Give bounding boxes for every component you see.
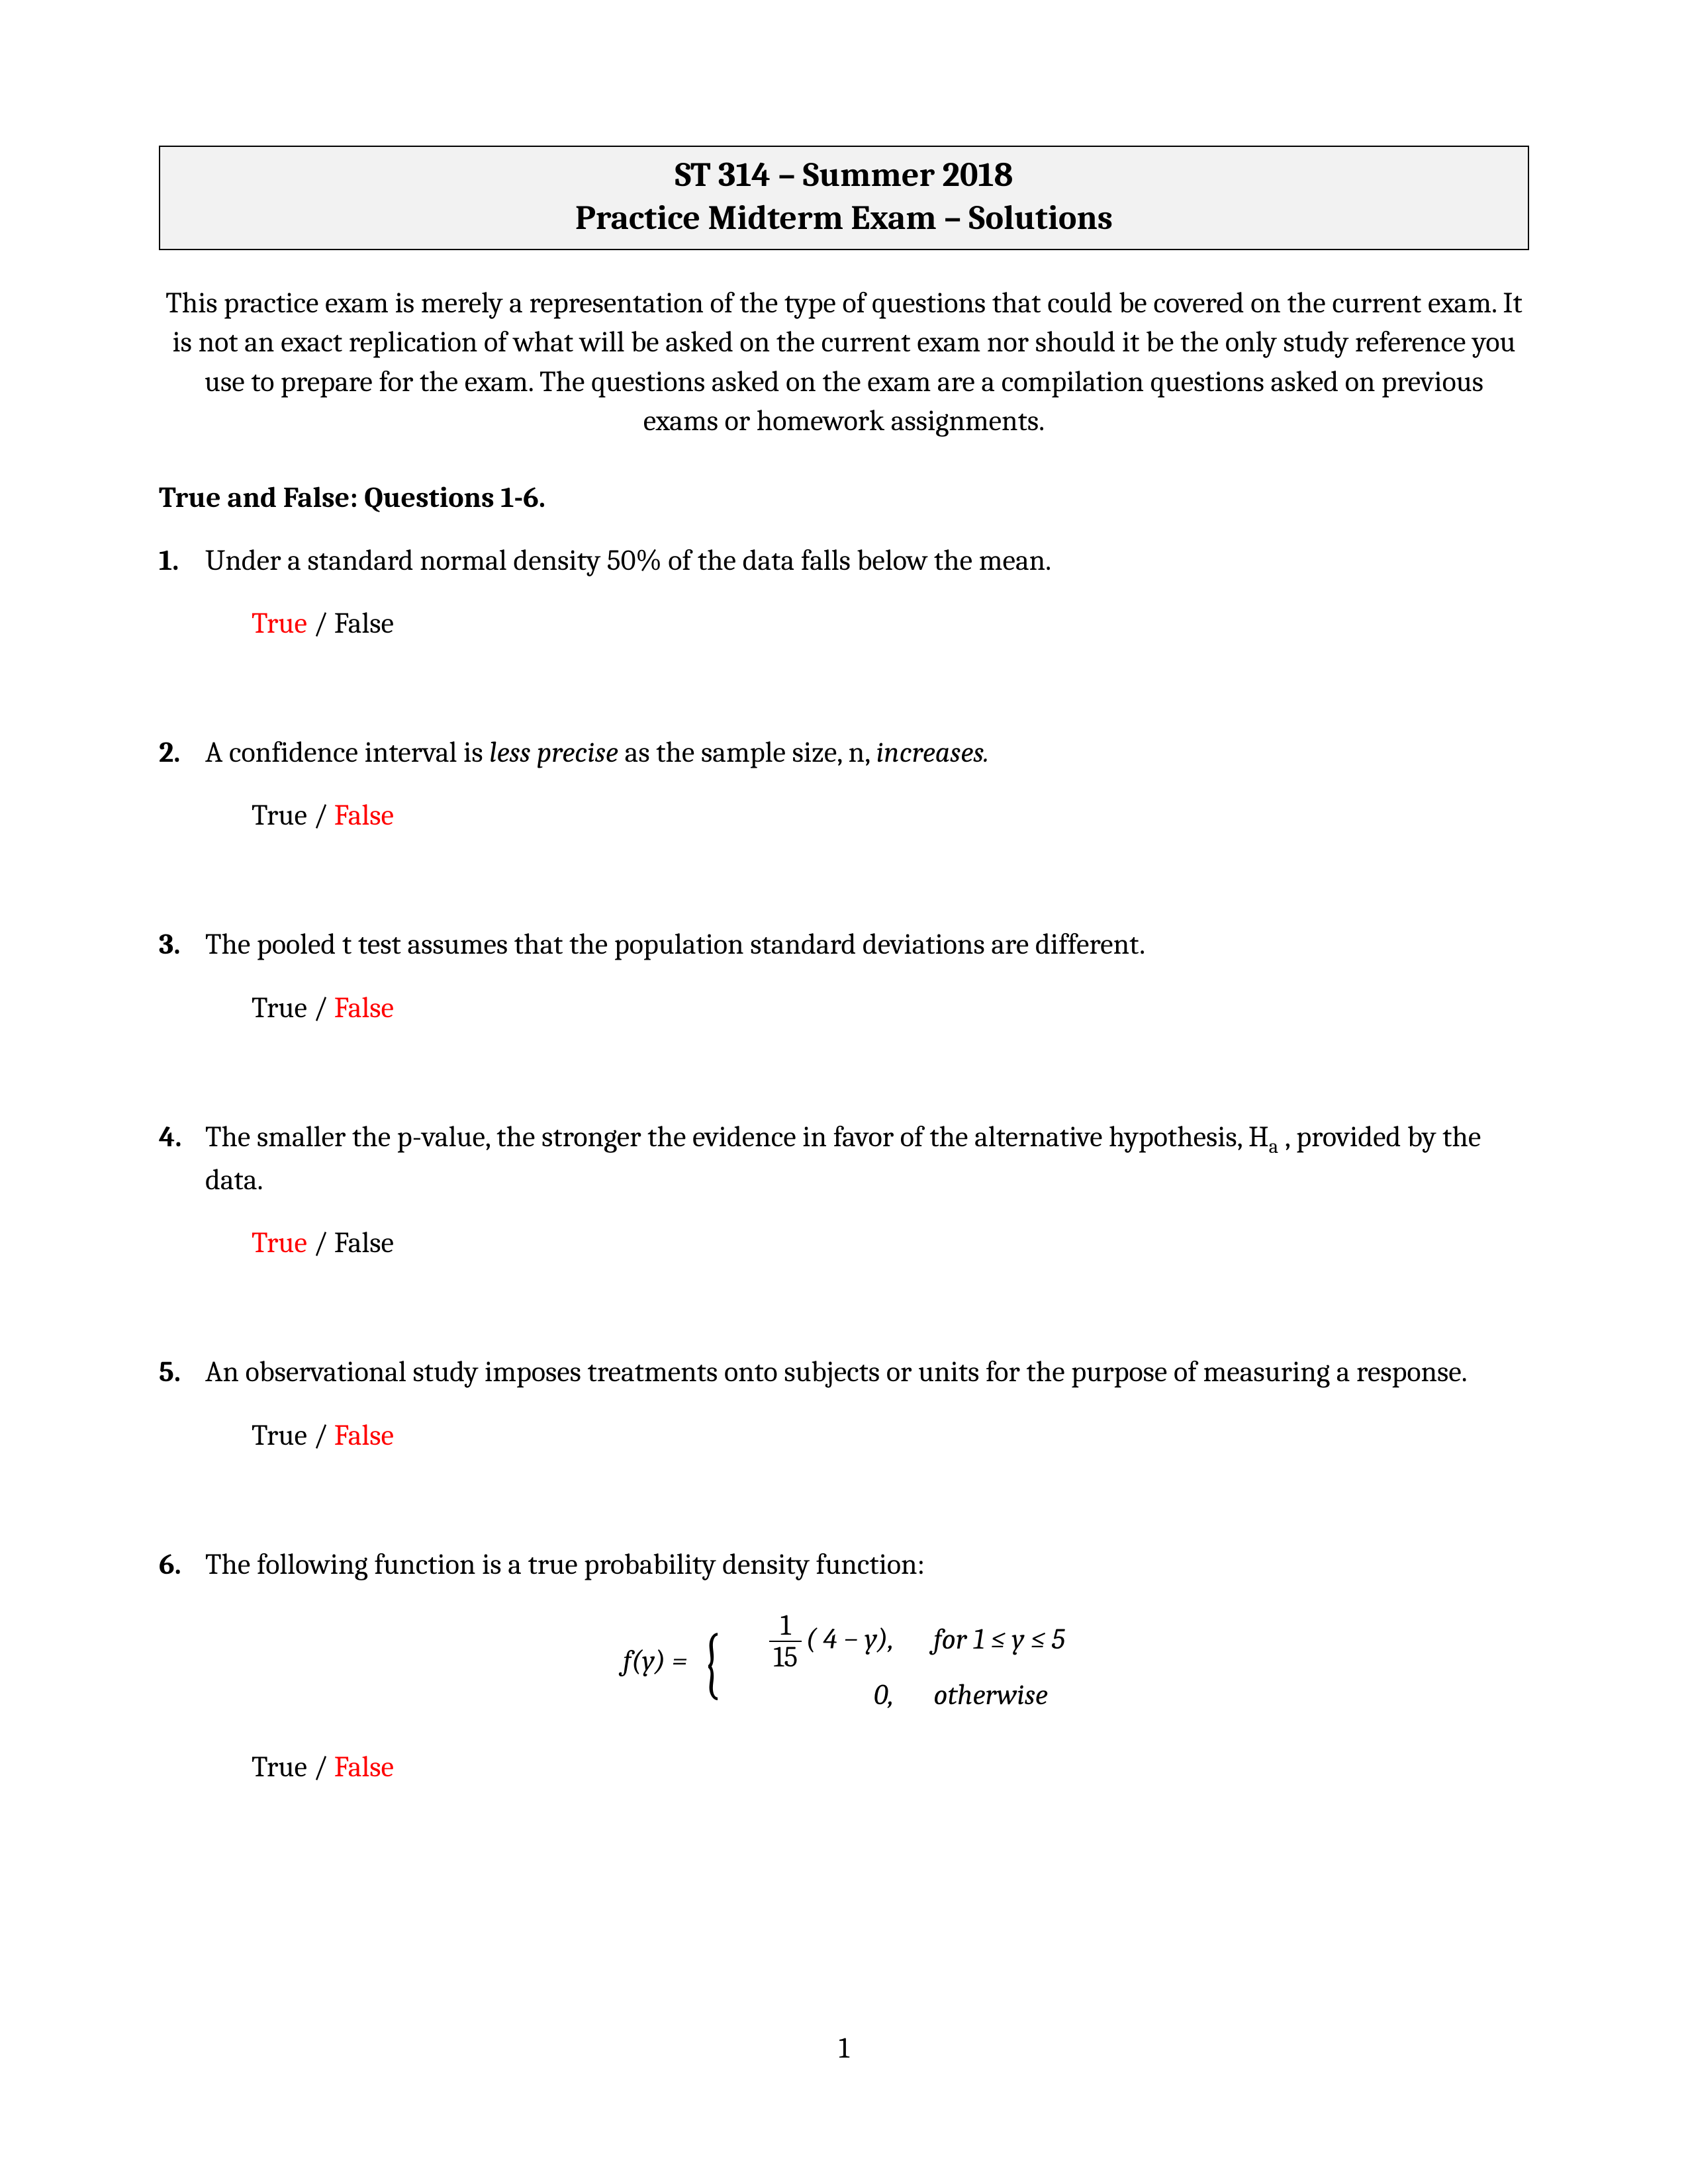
answer-sep: /	[307, 798, 334, 832]
question-6: 6. The following function is a true prob…	[159, 1545, 1529, 1584]
answer-true: True	[252, 606, 307, 640]
q2-em1: less precise	[489, 735, 618, 769]
question-text: The pooled t test assumes that the popul…	[205, 925, 1529, 964]
frac-den: 15	[769, 1642, 802, 1672]
answer-false: False	[334, 1226, 394, 1259]
case1-cond: for 1 ≤ y ≤ 5	[933, 1617, 1065, 1661]
answer-true: True	[252, 991, 307, 1024]
answer-false: False	[334, 798, 394, 832]
answer-5: True / False	[252, 1418, 1529, 1452]
answer-true: True	[252, 1418, 307, 1452]
title-line-1: ST 314 – Summer 2018	[160, 154, 1528, 197]
question-1: 1. Under a standard normal density 50% o…	[159, 541, 1529, 580]
answer-1: True / False	[252, 606, 1529, 640]
case1-expr: ( 4 − y),	[806, 1622, 894, 1656]
answer-true: True	[252, 1750, 307, 1784]
answer-true: True	[252, 1226, 307, 1259]
answer-false: False	[334, 1418, 394, 1452]
answer-2: True / False	[252, 798, 1529, 832]
section-heading: True and False: Questions 1-6.	[159, 480, 1529, 514]
question-number: 6.	[159, 1545, 205, 1584]
question-number: 1.	[159, 541, 205, 580]
page-content: ST 314 – Summer 2018 Practice Midterm Ex…	[0, 0, 1688, 1784]
answer-sep: /	[307, 1750, 334, 1784]
question-number: 3.	[159, 925, 205, 964]
answer-4: True / False	[252, 1226, 1529, 1259]
answer-sep: /	[307, 991, 334, 1024]
q4-sub: a	[1269, 1134, 1278, 1158]
answer-sep: /	[307, 606, 334, 640]
page-number: 1	[0, 2031, 1688, 2065]
brace-icon: {	[702, 1627, 721, 1699]
case2-expr: 0,	[722, 1673, 894, 1717]
question-text: A confidence interval is less precise as…	[205, 733, 1529, 772]
formula: f(y) = { 115( 4 − y), for 1 ≤ y ≤ 5 0, o…	[159, 1610, 1529, 1716]
title-line-2: Practice Midterm Exam – Solutions	[160, 197, 1528, 240]
title-box: ST 314 – Summer 2018 Practice Midterm Ex…	[159, 146, 1529, 250]
question-3: 3. The pooled t test assumes that the po…	[159, 925, 1529, 964]
answer-3: True / False	[252, 991, 1529, 1024]
q2-pre: A confidence interval is	[205, 735, 489, 769]
frac-num: 1	[769, 1610, 802, 1642]
answer-sep: /	[307, 1418, 334, 1452]
answer-false: False	[334, 606, 394, 640]
question-text: Under a standard normal density 50% of t…	[205, 541, 1529, 580]
question-number: 4.	[159, 1117, 205, 1200]
answer-sep: /	[307, 1226, 334, 1259]
case2-cond: otherwise	[933, 1673, 1048, 1717]
question-text: An observational study imposes treatment…	[205, 1352, 1529, 1391]
question-2: 2. A confidence interval is less precise…	[159, 733, 1529, 772]
answer-6: True / False	[252, 1750, 1529, 1784]
question-text: The smaller the p-value, the stronger th…	[205, 1117, 1529, 1200]
answer-true: True	[252, 798, 307, 832]
question-number: 5.	[159, 1352, 205, 1391]
question-4: 4. The smaller the p-value, the stronger…	[159, 1117, 1529, 1200]
answer-false: False	[334, 1750, 394, 1784]
q4-pre: The smaller the p-value, the stronger th…	[205, 1120, 1269, 1154]
question-number: 2.	[159, 733, 205, 772]
q2-mid: as the sample size, n,	[618, 735, 876, 769]
answer-false: False	[334, 991, 394, 1024]
formula-fraction: 115	[769, 1610, 802, 1672]
intro-paragraph: This practice exam is merely a represent…	[165, 283, 1523, 441]
formula-cases: 115( 4 − y), for 1 ≤ y ≤ 5 0, otherwise	[722, 1610, 1065, 1716]
formula-lhs: f(y) =	[623, 1644, 694, 1678]
question-5: 5. An observational study imposes treatm…	[159, 1352, 1529, 1391]
q2-em2: increases.	[876, 735, 990, 769]
question-text: The following function is a true probabi…	[205, 1545, 1529, 1584]
